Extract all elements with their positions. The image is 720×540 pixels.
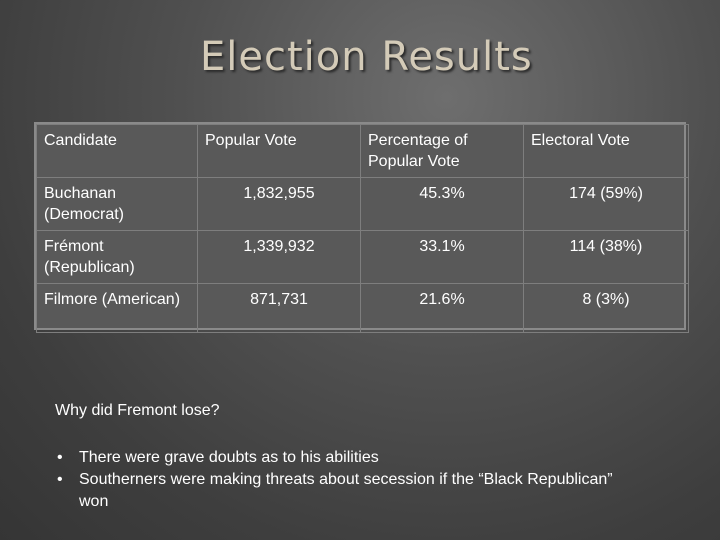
cell-popular-vote: 1,832,955 (197, 177, 361, 231)
cell-popular-vote: 871,731 (197, 283, 361, 333)
table-row: Buchanan (Democrat) 1,832,955 45.3% 174 … (36, 177, 689, 231)
header-percentage: Percentage of Popular Vote (360, 124, 524, 178)
cell-percentage: 21.6% (360, 283, 524, 333)
header-popular-vote: Popular Vote (197, 124, 361, 178)
bullet-icon: • (57, 471, 63, 488)
slide-title: Election Results (200, 34, 533, 80)
bullet-text: There were grave doubts as to his abilit… (79, 449, 379, 466)
table-row: Filmore (American) 871,731 21.6% 8 (3%) (36, 283, 689, 333)
cell-candidate: Buchanan (Democrat) (36, 177, 198, 231)
bullet-list: • There were grave doubts as to his abil… (55, 447, 635, 513)
cell-popular-vote: 1,339,932 (197, 230, 361, 284)
table-row: Frémont (Republican) 1,339,932 33.1% 114… (36, 230, 689, 284)
cell-candidate: Frémont (Republican) (36, 230, 198, 284)
header-electoral-vote: Electoral Vote (523, 124, 689, 178)
cell-electoral-vote: 174 (59%) (523, 177, 689, 231)
bullet-item: • There were grave doubts as to his abil… (55, 447, 635, 469)
cell-percentage: 45.3% (360, 177, 524, 231)
question-text: Why did Fremont lose? (55, 402, 220, 419)
table-header-row: Candidate Popular Vote Percentage of Pop… (36, 124, 689, 178)
cell-electoral-vote: 114 (38%) (523, 230, 689, 284)
cell-candidate: Filmore (American) (36, 283, 198, 333)
bullet-text: Southerners were making threats about se… (79, 471, 613, 510)
results-table: Candidate Popular Vote Percentage of Pop… (36, 124, 689, 333)
cell-electoral-vote: 8 (3%) (523, 283, 689, 333)
cell-percentage: 33.1% (360, 230, 524, 284)
bullet-item: • Southerners were making threats about … (55, 469, 635, 513)
bullet-icon: • (57, 449, 63, 466)
header-candidate: Candidate (36, 124, 198, 178)
